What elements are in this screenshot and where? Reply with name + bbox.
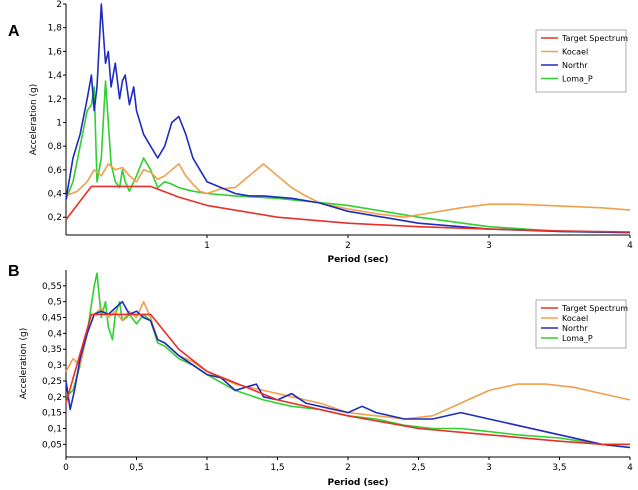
panel-letter: B <box>8 263 20 280</box>
y-tick-label: 0,3 <box>48 361 62 371</box>
series-line-northr <box>65 300 631 449</box>
y-tick-label: 1,2 <box>48 95 62 105</box>
x-tick-label: 2 <box>345 463 351 473</box>
panel-letter: A <box>8 23 20 40</box>
y-tick-label: 0,05 <box>42 440 62 450</box>
legend-entry: Target Spectrum <box>561 304 628 313</box>
x-tick-label: 1,5 <box>270 463 284 473</box>
series-line-kocael <box>65 300 631 420</box>
x-axis-label: Period (sec) <box>327 255 388 265</box>
y-tick-label: 0,5 <box>48 298 62 308</box>
y-tick-label: 0,55 <box>42 282 62 292</box>
legend-entry: Kocael <box>562 314 588 323</box>
x-tick-label: 1 <box>204 241 210 251</box>
series-line-northr <box>65 3 631 234</box>
x-tick-label: 0,5 <box>129 463 143 473</box>
x-tick-label: 3 <box>486 241 492 251</box>
y-tick-label: 0,4 <box>48 190 63 200</box>
x-tick-label: 3 <box>486 463 492 473</box>
x-tick-label: 3,5 <box>552 463 566 473</box>
series-line-loma-p <box>65 80 631 234</box>
x-tick-label: 1 <box>204 463 210 473</box>
x-tick-label: 2 <box>345 241 351 251</box>
y-tick-label: 0,45 <box>42 314 62 324</box>
series-line-target-spectrum <box>65 313 630 446</box>
x-tick-label: 2,5 <box>411 463 425 473</box>
y-tick-label: 0,2 <box>48 393 62 403</box>
y-tick-label: 0,8 <box>48 142 63 152</box>
series-line-target-spectrum <box>65 185 631 233</box>
y-tick-label: 0,25 <box>42 377 62 387</box>
y-tick-label: 1,8 <box>48 24 63 34</box>
legend-entry: Target Spectrum <box>561 34 628 43</box>
x-tick-label: 4 <box>627 463 633 473</box>
y-tick-label: 0,4 <box>48 329 63 339</box>
y-tick-label: 0,15 <box>42 409 62 419</box>
legend-entry: Loma_P <box>562 75 593 84</box>
y-tick-label: 0,6 <box>48 166 63 176</box>
x-tick-label: 0 <box>63 463 69 473</box>
series-line-loma-p <box>65 272 631 449</box>
legend-entry: Kocael <box>562 48 588 57</box>
y-tick-label: 0,1 <box>48 424 62 434</box>
y-axis-label: Acceleration (g) <box>29 84 39 156</box>
y-tick-label: 2 <box>56 0 62 10</box>
y-tick-label: 1,6 <box>48 47 63 57</box>
legend-entry: Northr <box>562 61 588 70</box>
x-tick-label: 4 <box>627 241 633 251</box>
legend-entry: Northr <box>562 324 588 333</box>
y-tick-label: 0,2 <box>48 213 62 223</box>
y-tick-label: 1,4 <box>48 71 63 81</box>
legend-entry: Loma_P <box>562 334 593 343</box>
series-line-kocael <box>65 163 631 218</box>
y-axis-label: Acceleration (g) <box>19 328 29 400</box>
y-tick-label: 1 <box>56 118 62 128</box>
x-axis-label: Period (sec) <box>327 478 388 488</box>
y-tick-label: 0,35 <box>42 345 62 355</box>
legend-box <box>535 29 627 93</box>
